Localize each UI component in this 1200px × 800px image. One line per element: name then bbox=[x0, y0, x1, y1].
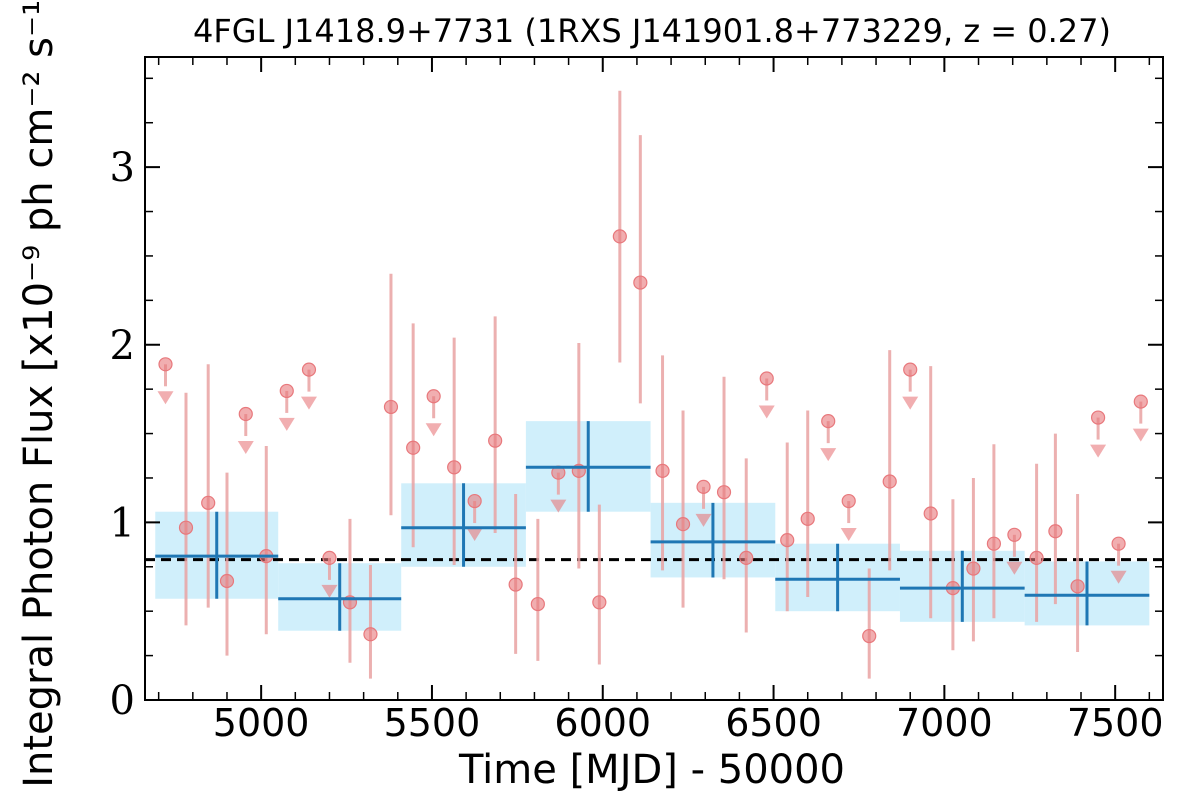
upper-limit-arrowhead bbox=[278, 417, 295, 431]
flux-point bbox=[530, 596, 545, 612]
upper-limit-point bbox=[1007, 527, 1022, 542]
upper-limit-arrowhead bbox=[300, 396, 317, 410]
upper-limit-arrowhead bbox=[820, 448, 837, 462]
upper-limit-arrowhead bbox=[1006, 561, 1023, 575]
flux-point bbox=[178, 520, 194, 535]
upper-limit-point bbox=[821, 414, 836, 429]
flux-point bbox=[966, 561, 981, 576]
tick-labels: 5000 5500 6000 6500 7000 7500 0 1 2 3 bbox=[110, 145, 1164, 745]
flux-point bbox=[508, 577, 523, 592]
flux-point bbox=[383, 399, 399, 415]
flux-point bbox=[986, 536, 1002, 551]
flux-point bbox=[406, 440, 421, 455]
x-tick-label: 6000 bbox=[554, 701, 651, 745]
flux-point bbox=[862, 628, 877, 644]
upper-limit-arrowhead bbox=[758, 405, 775, 419]
upper-limit-arrowhead bbox=[695, 513, 712, 527]
x-tick-label: 5000 bbox=[213, 701, 310, 745]
upper-limit-point bbox=[903, 362, 918, 377]
upper-limit-arrowhead bbox=[1110, 570, 1127, 584]
upper-limit-point bbox=[279, 383, 294, 399]
upper-limit-point bbox=[322, 550, 337, 566]
flux-point bbox=[488, 433, 503, 448]
upper-limit-arrowhead bbox=[237, 441, 254, 455]
flux-point bbox=[1048, 524, 1063, 539]
upper-limit-arrowhead bbox=[550, 499, 567, 513]
flux-point bbox=[447, 460, 462, 475]
flux-point bbox=[800, 511, 815, 526]
chart-title: 4FGL J1418.9+7731 (1RXS J141901.8+773229… bbox=[193, 12, 1111, 50]
upper-limit-point bbox=[696, 479, 711, 494]
x-tick-label: 6500 bbox=[725, 701, 822, 745]
flux-point bbox=[780, 533, 795, 548]
upper-limit-point bbox=[759, 371, 774, 386]
y-tick-label: 0 bbox=[110, 678, 135, 724]
y-axis-label: Integral Photon Flux [x10⁻⁹ ph cm⁻² s⁻¹] bbox=[16, 0, 62, 788]
flux-point bbox=[201, 495, 216, 510]
y-tick-label: 3 bbox=[110, 145, 135, 191]
upper-limit-arrowhead bbox=[1090, 444, 1107, 458]
y-tick-label: 1 bbox=[110, 500, 135, 546]
flux-point bbox=[592, 595, 607, 610]
x-tick-label: 5500 bbox=[384, 701, 481, 745]
flux-point bbox=[1070, 579, 1085, 594]
upper-limit-arrowhead bbox=[466, 528, 483, 542]
flux-point bbox=[655, 463, 670, 478]
upper-limit-point bbox=[1133, 394, 1148, 409]
flux-point bbox=[633, 275, 648, 290]
upper-limit-point bbox=[301, 362, 317, 377]
upper-limit-point bbox=[426, 389, 441, 404]
upper-limit-arrowhead bbox=[425, 423, 442, 437]
upper-limit-point bbox=[238, 406, 253, 422]
plot-frame bbox=[144, 56, 1164, 701]
flux-point bbox=[363, 627, 378, 642]
upper-limit-arrowhead bbox=[321, 584, 338, 598]
flux-point bbox=[612, 229, 627, 244]
upper-limit-arrowhead bbox=[1132, 428, 1149, 442]
flux-point bbox=[923, 506, 938, 521]
upper-limit-point bbox=[1090, 410, 1106, 425]
upper-limit-arrowhead bbox=[840, 528, 857, 542]
upper-limit-arrowhead bbox=[157, 391, 174, 405]
flux-point bbox=[739, 550, 754, 566]
binned-flux bbox=[155, 421, 1150, 631]
flux-point bbox=[219, 573, 235, 589]
flux-point bbox=[1029, 550, 1044, 566]
upper-limit-point bbox=[841, 493, 856, 509]
upper-limit-arrowhead bbox=[902, 396, 919, 410]
upper-limit-point bbox=[158, 357, 173, 372]
y-tick-label: 2 bbox=[110, 323, 135, 369]
x-tick-label: 7000 bbox=[896, 701, 993, 745]
flux-point bbox=[716, 485, 732, 500]
upper-limit-point bbox=[467, 493, 482, 509]
upper-limit-point bbox=[1111, 536, 1126, 551]
x-tick-label: 7500 bbox=[1067, 701, 1164, 745]
plot-axes bbox=[144, 56, 1164, 701]
x-axis-label: Time [MJD] - 50000 bbox=[458, 747, 845, 793]
flux-point bbox=[882, 474, 897, 489]
flux-point bbox=[675, 517, 691, 532]
